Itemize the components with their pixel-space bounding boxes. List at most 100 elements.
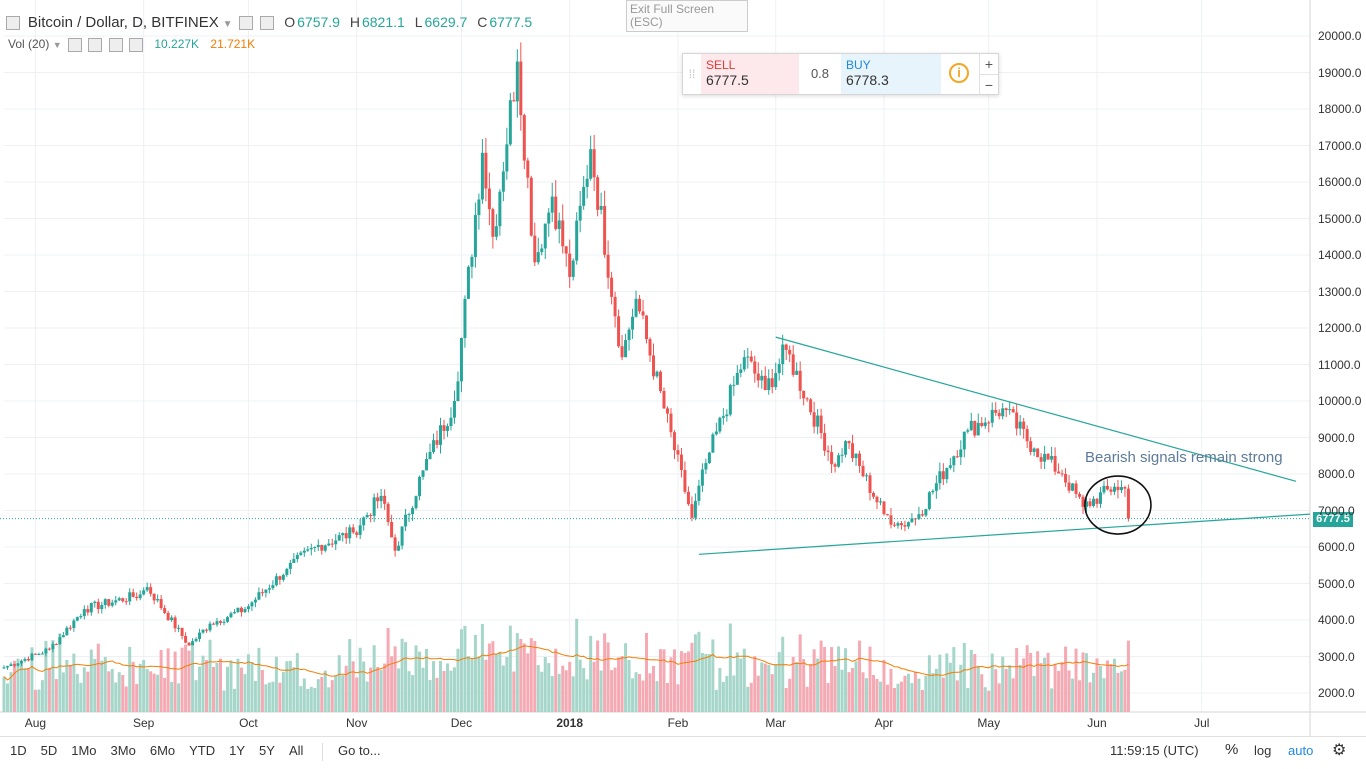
volume-bar (638, 674, 642, 712)
candle-body (61, 635, 65, 638)
volume-bar (959, 664, 963, 712)
auto-toggle[interactable]: auto (1288, 743, 1314, 758)
drag-handle-icon[interactable]: ⁞⁞ (688, 67, 696, 81)
volume-bar (746, 686, 750, 712)
y-tick-label: 20000.0 (1318, 29, 1362, 43)
candle-body (655, 371, 659, 377)
symbol-name[interactable]: Bitcoin / Dollar, D, BITFINEX (27, 14, 219, 31)
volume-bar (547, 663, 551, 712)
candle-body (225, 617, 229, 622)
candle-body (320, 544, 324, 551)
range-button-1mo[interactable]: 1Mo (71, 743, 97, 758)
plus-button[interactable]: + (984, 56, 994, 72)
range-button-1y[interactable]: 1Y (229, 743, 246, 758)
settings-icon[interactable] (88, 37, 103, 52)
chevron-down-icon[interactable]: ▼ (222, 19, 233, 30)
range-button-1d[interactable]: 1D (10, 743, 27, 758)
candle-body (271, 585, 275, 589)
candle-body (219, 621, 223, 623)
y-tick-label: 16000.0 (1318, 175, 1362, 189)
volume-bar (1078, 680, 1082, 712)
candle-body (662, 391, 666, 409)
goto-button[interactable]: Go to... (338, 743, 381, 758)
volume-bar (596, 640, 600, 712)
volume-bar (756, 675, 760, 712)
volume-bar (107, 671, 111, 712)
candle-body (501, 171, 505, 192)
sell-button[interactable]: SELL 6777.5 (701, 54, 799, 94)
volume-bar (788, 678, 792, 712)
range-button-ytd[interactable]: YTD (189, 743, 216, 758)
volume-bar (952, 647, 956, 712)
volume-bar (718, 667, 722, 712)
candle-body (543, 223, 547, 249)
range-button-3mo[interactable]: 3Mo (110, 743, 136, 758)
candle-body (941, 471, 945, 480)
volume-label[interactable]: Vol (20) (8, 37, 50, 51)
volume-bar (753, 656, 757, 712)
candle-body (522, 115, 526, 161)
volume-bar (634, 672, 638, 712)
candle-body (1085, 501, 1089, 507)
range-button-all[interactable]: All (288, 743, 304, 758)
candle-body (652, 355, 656, 377)
price-chart[interactable] (0, 0, 1366, 736)
volume-bar (449, 670, 453, 712)
x-tick-label: May (977, 716, 1001, 730)
candle-body (840, 454, 844, 456)
volume-bar (578, 659, 582, 712)
candle-body (30, 653, 34, 661)
buy-button[interactable]: BUY 6778.3 (841, 54, 941, 94)
candle-body (494, 226, 498, 237)
log-toggle[interactable]: log (1254, 743, 1272, 758)
chevron-down-icon[interactable]: ▼ (52, 40, 62, 50)
candle-body (564, 246, 568, 254)
volume-bar (910, 683, 914, 712)
candle-body (1067, 482, 1071, 491)
candle-body (313, 547, 317, 548)
x-tick-label: Mar (765, 716, 787, 730)
candle-body (858, 453, 862, 466)
exit-fullscreen-hint: (ESC) (630, 15, 663, 29)
candle-body (383, 495, 387, 504)
volume-bar (830, 647, 834, 712)
candle-body (163, 608, 167, 613)
close-icon[interactable] (129, 37, 143, 52)
candle-body (819, 415, 823, 434)
volume-bar (550, 675, 554, 712)
percent-toggle[interactable]: % (1225, 741, 1239, 758)
volume-bar (1053, 663, 1057, 712)
collapse-icon[interactable] (6, 16, 20, 31)
chart-annotation[interactable]: Bearish signals remain strong (1085, 449, 1283, 466)
range-button-6mo[interactable]: 6Mo (149, 743, 176, 758)
plus-icon[interactable] (108, 37, 123, 52)
candle-body (337, 535, 341, 541)
candle-body (624, 340, 628, 358)
candle-body (798, 370, 802, 391)
candle-body (515, 61, 519, 102)
volume-bar (833, 665, 837, 712)
trendline (698, 513, 1311, 555)
visibility-icon[interactable] (67, 37, 82, 52)
visibility-icon[interactable] (260, 16, 275, 31)
settings-icon[interactable] (239, 16, 254, 31)
candle-body (865, 475, 869, 477)
candle-body (892, 524, 896, 526)
volume-bar (383, 663, 387, 712)
utc-clock[interactable]: 11:59:15 (UTC) (1110, 743, 1199, 758)
volume-bar (1050, 688, 1054, 712)
minus-button[interactable]: − (980, 74, 998, 95)
gear-icon[interactable]: ⚙ (1332, 742, 1347, 759)
exit-fullscreen-button[interactable]: Exit Full Screen (ESC) (626, 0, 748, 32)
candle-body (191, 641, 195, 646)
range-button-5d[interactable]: 5D (40, 743, 58, 758)
candle-body (1060, 473, 1064, 475)
volume-bar (2, 676, 6, 712)
candle-body (79, 616, 83, 618)
candle-body (1004, 408, 1008, 411)
range-button-5y[interactable]: 5Y (259, 743, 275, 758)
candle-body (208, 623, 212, 631)
volume-bar (966, 687, 970, 712)
info-icon[interactable]: i (949, 63, 969, 83)
candle-body (166, 612, 170, 621)
